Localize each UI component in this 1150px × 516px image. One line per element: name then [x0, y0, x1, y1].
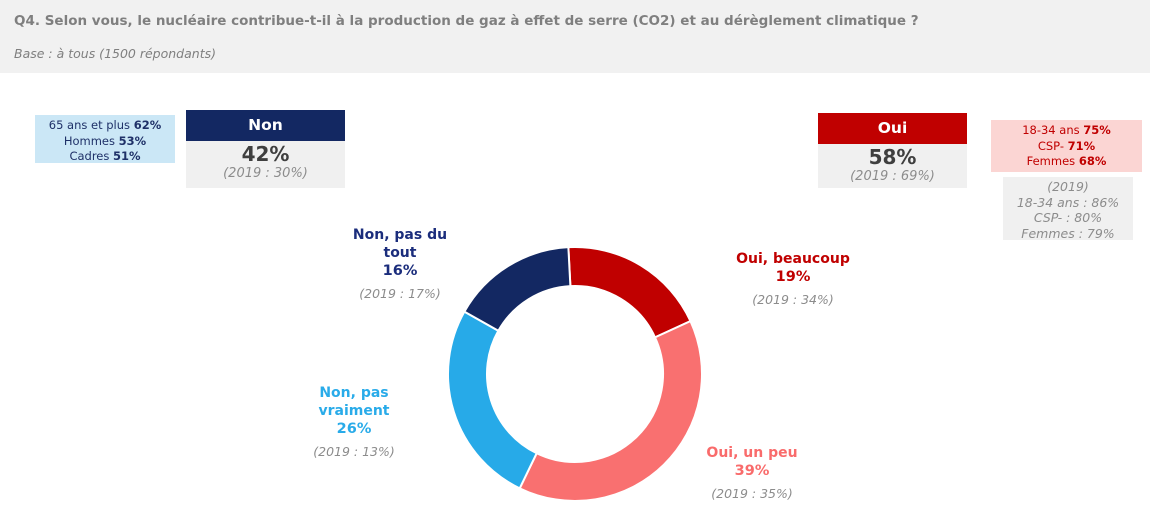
oui-header: Oui [818, 113, 967, 144]
prev-highlight-line: CSP- : 80% [1033, 210, 1103, 225]
highlight-line: CSP- 71% [1037, 138, 1096, 153]
oui-2019-value: (2019 : 69%) [850, 169, 935, 184]
prev-highlight-line: 18-34 ans : 86% [1016, 194, 1120, 210]
oui-value-box: 58% (2019 : 69%) [818, 144, 967, 188]
oui-2019-demographics-box: (2019) 18-34 ans : 86% CSP- : 80% Femmes… [1003, 177, 1133, 241]
segment-2019-value: (2019 : 34%) [752, 292, 834, 307]
segment-2019-value: (2019 : 35%) [711, 486, 793, 501]
highlight-line: 18-34 ans 75% [1022, 123, 1111, 137]
non-header: Non [186, 110, 345, 141]
callout-non-pas-vraiment: Non, pas vraiment 26% (2019 : 13%) [304, 384, 404, 459]
segment-label: Non, pas du tout [352, 227, 448, 261]
base-sample-text: Base : à tous (1500 répondants) [14, 46, 216, 61]
segment-label: Non, pas vraiment [318, 385, 390, 419]
highlight-line: Hommes 53% [63, 133, 147, 148]
non-2019-value: (2019 : 30%) [223, 166, 308, 181]
segment-value: 39% [734, 463, 770, 479]
segment-value: 26% [336, 421, 372, 437]
segment-value: 16% [382, 263, 418, 279]
prev-highlight-line: Femmes : 79% [1021, 225, 1115, 241]
donut-segment-1 [518, 319, 703, 502]
donut-segment-2 [447, 310, 539, 490]
oui-demographics-box: 18-34 ans 75% CSP- 71% Femmes 68% [991, 120, 1142, 172]
highlight-line: Cadres 51% [69, 149, 141, 163]
prev-highlight-title: (2019) [1047, 179, 1089, 194]
segment-value: 19% [775, 269, 811, 285]
non-total-value: 42% [241, 142, 290, 166]
non-value-box: 42% (2019 : 30%) [186, 141, 345, 188]
donut-segment-0 [567, 246, 692, 339]
segment-label: Oui, beaucoup [736, 251, 850, 267]
highlight-line: 65 ans et plus 62% [48, 118, 162, 132]
donut-segment-3 [462, 246, 572, 333]
non-demographics-box: 65 ans et plus 62% Hommes 53% Cadres 51% [35, 115, 175, 163]
segment-label: Oui, un peu [706, 445, 798, 461]
segment-2019-value: (2019 : 13%) [313, 444, 395, 459]
question-title: Q4. Selon vous, le nucléaire contribue-t… [14, 13, 919, 29]
segment-2019-value: (2019 : 17%) [359, 286, 441, 301]
callout-non-pas-du-tout: Non, pas du tout 16% (2019 : 17%) [335, 226, 465, 301]
donut-chart [447, 246, 703, 502]
highlight-line: Femmes 68% [1026, 154, 1107, 168]
callout-oui-beaucoup: Oui, beaucoup 19% (2019 : 34%) [703, 250, 883, 307]
callout-oui-un-peu: Oui, un peu 39% (2019 : 35%) [662, 444, 842, 501]
header-band [0, 0, 1150, 73]
oui-total-value: 58% [868, 145, 917, 169]
